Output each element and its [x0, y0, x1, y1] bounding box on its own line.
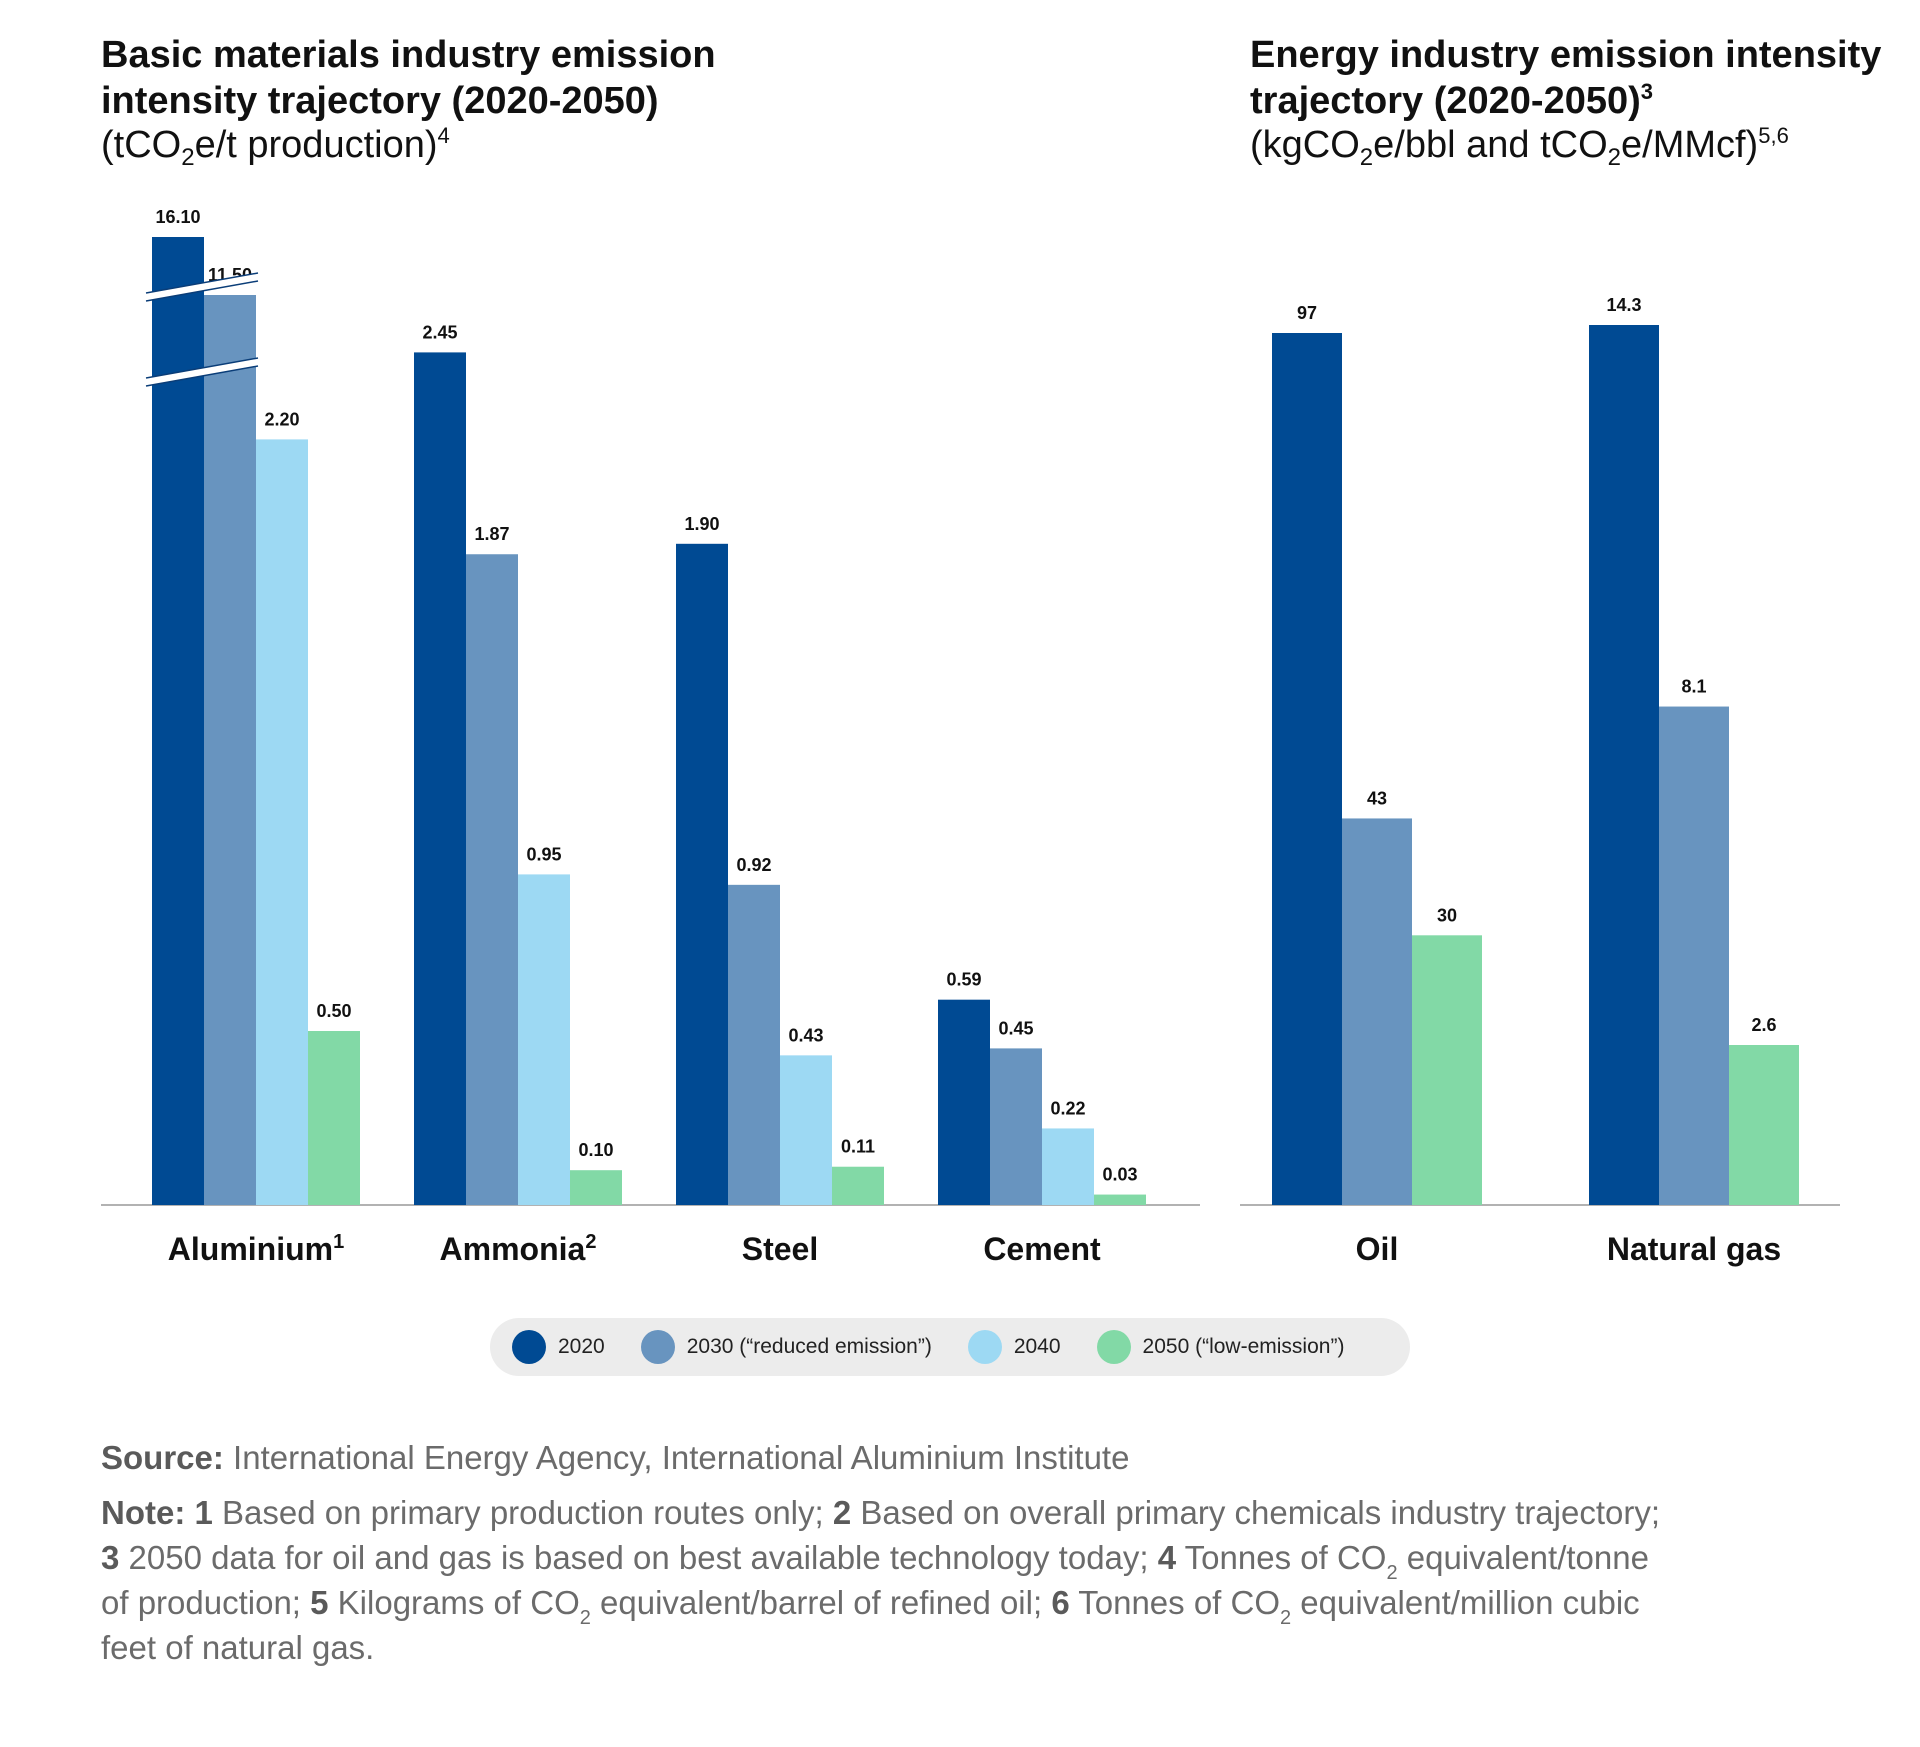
value-label-aluminium-2040: 2.20 — [264, 409, 299, 429]
value-label-oil-2030-reduced-emission: 43 — [1367, 788, 1387, 808]
value-label-natural-gas-2030-reduced-emission: 8.1 — [1681, 677, 1706, 697]
bar-steel-2020 — [676, 543, 728, 1205]
axis-break-gap-1 — [146, 273, 258, 301]
axis-break-gap-2 — [146, 358, 258, 386]
legend-label-2020: 2020 — [558, 1335, 605, 1358]
bar-aluminium-2050-low-emission — [308, 1031, 360, 1205]
bar-ammonia-2020 — [414, 352, 466, 1205]
value-label-cement-2040: 0.22 — [1050, 1098, 1085, 1118]
right-chart-subtitle: (kgCO2e/bbl and tCO2e/MMcf)5,6 — [1250, 123, 1789, 171]
value-label-oil-2050-low-emission: 30 — [1437, 905, 1457, 925]
bar-oil-2050-low-emission — [1412, 935, 1482, 1205]
bar-ammonia-2040 — [518, 874, 570, 1205]
legend: 2020 2030 (“reduced emission”) 2040 2050 (“… — [490, 1318, 1410, 1376]
bar-natural-gas-2020 — [1589, 325, 1659, 1205]
category-label-oil: Oil — [1356, 1231, 1399, 1267]
axis-break-line-top-1 — [145, 272, 259, 294]
bar-cement-2040 — [1042, 1128, 1094, 1205]
bar-aluminium-2030-reduced-emission — [204, 295, 256, 1205]
value-label-ammonia-2030-reduced-emission: 1.87 — [474, 524, 509, 544]
source-line: Source: International Energy Agency, Int… — [101, 1439, 1130, 1476]
charts-svg: 16.1011.502.200.50Aluminium12.451.870.95… — [101, 207, 1840, 1267]
legend-swatch-2040 — [967, 1330, 1002, 1364]
left-chart-subtitle: (tCO2e/t production)4 — [101, 123, 450, 171]
category-label-natural-gas: Natural gas — [1607, 1231, 1781, 1267]
bar-aluminium-2020 — [152, 237, 204, 1205]
value-label-natural-gas-2020: 14.3 — [1606, 295, 1641, 315]
bar-cement-2030-reduced-emission — [990, 1048, 1042, 1205]
bar-natural-gas-2030-reduced-emission — [1659, 706, 1729, 1205]
category-label-ammonia: Ammonia2 — [440, 1231, 597, 1267]
bar-steel-2040 — [780, 1055, 832, 1205]
category-label-steel: Steel — [742, 1231, 818, 1267]
value-label-ammonia-2050-low-emission: 0.10 — [578, 1140, 613, 1160]
bar-steel-2030-reduced-emission — [728, 884, 780, 1205]
bar-steel-2050-low-emission — [832, 1166, 884, 1205]
axis-break-line-bottom-2 — [145, 365, 259, 387]
legend-label-2030: 2030 (“reduced emission”) — [686, 1335, 932, 1358]
footer: Source: International Energy Agency, Int… — [101, 1435, 1661, 1680]
value-label-natural-gas-2050-low-emission: 2.6 — [1751, 1015, 1776, 1035]
value-label-steel-2050-low-emission: 0.11 — [841, 1137, 875, 1157]
legend-item-2040: 2040 — [967, 1330, 1061, 1364]
left-chart-title: Basic materials industry emission intens… — [101, 34, 716, 122]
note-line: Note: 1 Based on primary production rout… — [101, 1494, 1661, 1666]
bar-ammonia-2050-low-emission — [570, 1170, 622, 1205]
legend-swatch-2030 — [640, 1330, 675, 1364]
legend-item-2030-reduced-emission: 2030 (“reduced emission”) — [640, 1330, 932, 1364]
value-label-cement-2030-reduced-emission: 0.45 — [998, 1018, 1033, 1038]
right-chart-title: Energy industry emission intensity traje… — [1250, 34, 1882, 122]
bar-oil-2030-reduced-emission — [1342, 818, 1412, 1205]
value-label-cement-2020: 0.59 — [946, 970, 981, 990]
category-label-cement: Cement — [983, 1231, 1101, 1267]
axis-break-line-top-2 — [145, 357, 259, 379]
legend-label-2040: 2040 — [1013, 1335, 1061, 1358]
value-label-oil-2020: 97 — [1297, 303, 1317, 323]
value-label-aluminium-2020: 16.10 — [155, 207, 200, 227]
legend-swatch-2050 — [1096, 1330, 1131, 1364]
value-label-steel-2020: 1.90 — [684, 514, 719, 534]
axis-break-line-bottom-1 — [145, 280, 259, 302]
value-label-steel-2030-reduced-emission: 0.92 — [736, 855, 771, 875]
legend-label-2050: 2050 (“low-emission”) — [1142, 1335, 1345, 1358]
bar-aluminium-2040 — [256, 439, 308, 1205]
value-label-aluminium-2050-low-emission: 0.50 — [316, 1001, 351, 1021]
bar-cement-2020 — [938, 999, 990, 1205]
value-label-ammonia-2040: 0.95 — [526, 844, 561, 864]
legend-swatch-2020 — [512, 1330, 546, 1364]
bar-ammonia-2030-reduced-emission — [466, 554, 518, 1205]
category-label-aluminium: Aluminium1 — [168, 1231, 344, 1267]
value-label-steel-2040: 0.43 — [788, 1025, 823, 1045]
bar-natural-gas-2050-low-emission — [1729, 1045, 1799, 1205]
legend-item-2020: 2020 — [512, 1330, 605, 1364]
legend-item-2050-low-emission: 2050 (“low-emission”) — [1096, 1330, 1345, 1364]
bar-cement-2050-low-emission — [1094, 1194, 1146, 1205]
value-label-cement-2050-low-emission: 0.03 — [1102, 1165, 1137, 1185]
value-label-ammonia-2020: 2.45 — [422, 322, 457, 342]
bar-oil-2020 — [1272, 333, 1342, 1205]
